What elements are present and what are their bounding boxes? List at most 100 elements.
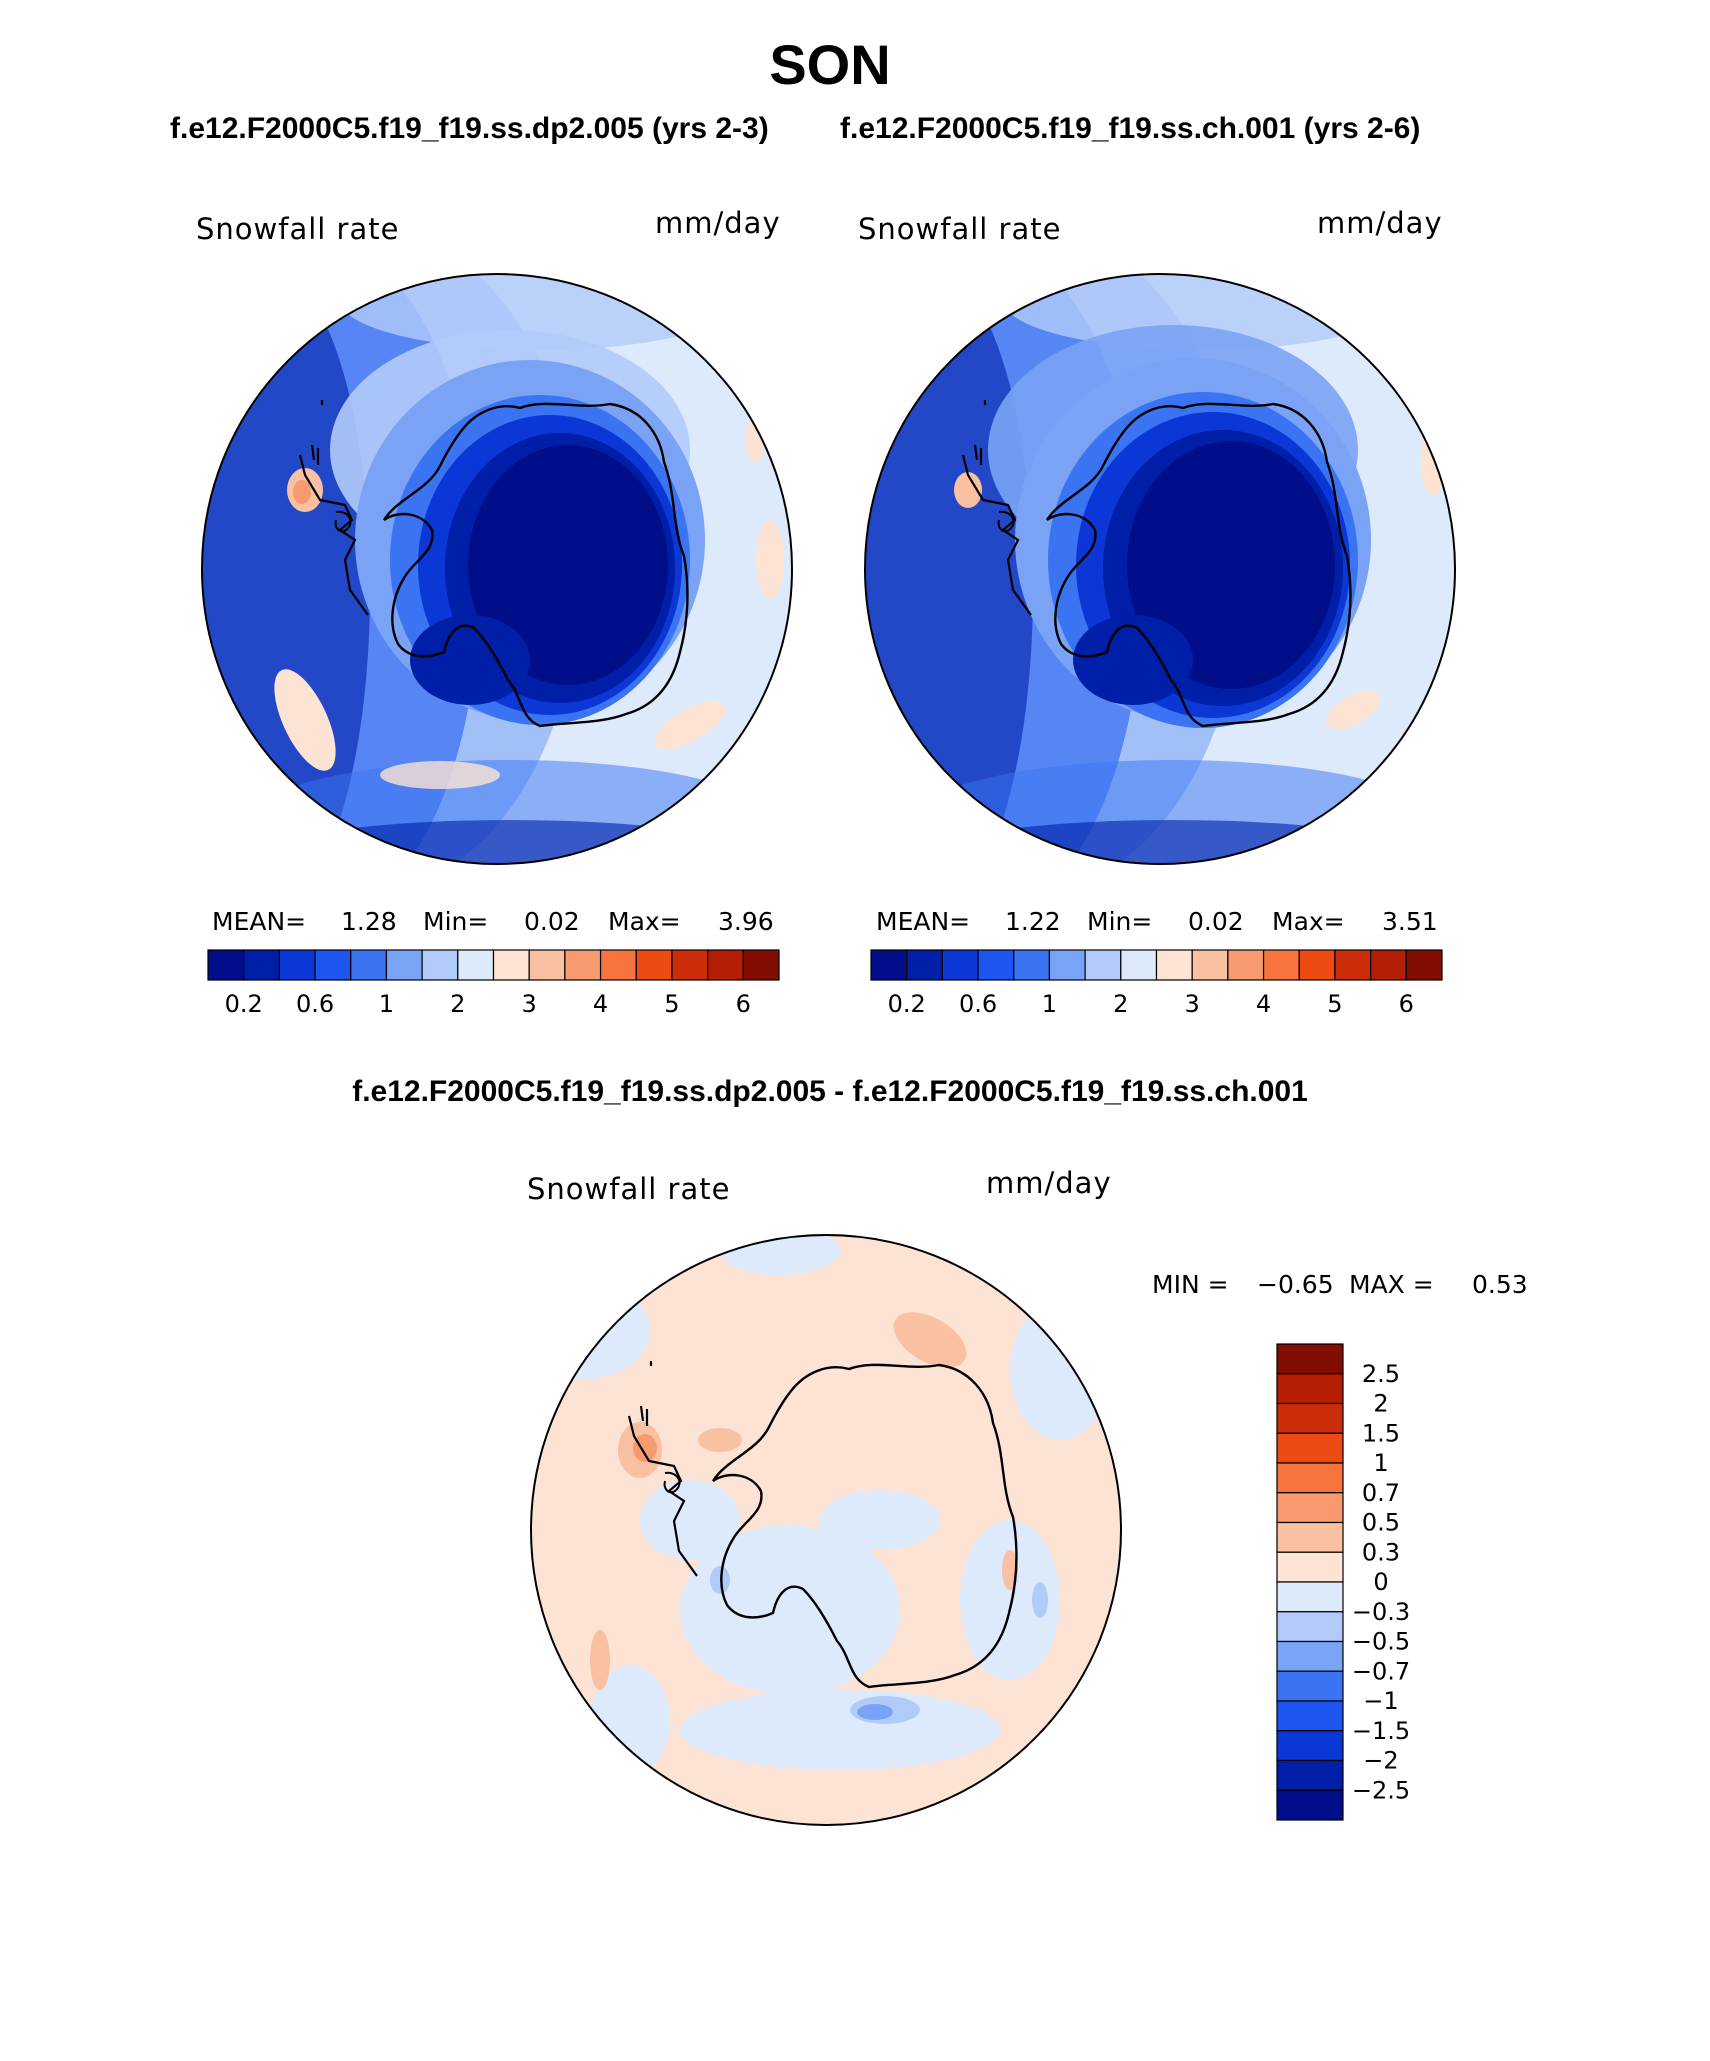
left-colorbar-tick-label: 6: [736, 990, 751, 1018]
left-max-label: Max=: [608, 907, 681, 936]
diff-colorbar-swatch: [1276, 1521, 1344, 1553]
diff-colorbar-swatch: [1276, 1730, 1344, 1762]
left-colorbar-tick-label: 0.6: [296, 990, 334, 1018]
diff-colorbar-tick-label: 2.5: [1362, 1360, 1400, 1388]
left-variable-label: Snowfall rate: [196, 212, 400, 246]
diff-colorbar-tick-label: −2.5: [1352, 1776, 1410, 1804]
diff-colorbar-tick-label: −0.5: [1352, 1628, 1410, 1656]
left-colorbar-swatch: [385, 949, 423, 981]
right-map-field: [865, 274, 1455, 864]
left-units-label: mm/day: [655, 206, 781, 240]
diff-max-label: MAX =: [1349, 1270, 1434, 1299]
diff-colorbar-swatch: [1276, 1462, 1344, 1494]
left-colorbar-tick-label: 5: [664, 990, 679, 1018]
diff-colorbar-swatch: [1276, 1581, 1344, 1613]
diff-map: [530, 1234, 1122, 1826]
diff-colorbar-swatch: [1276, 1373, 1344, 1405]
diff-colorbar-tick-label: −0.7: [1352, 1657, 1410, 1685]
diff-colorbar-swatch: [1276, 1611, 1344, 1643]
left-colorbar-swatch: [457, 949, 495, 981]
diff-colorbar-tick-label: 2: [1373, 1390, 1388, 1418]
right-colorbar-swatch: [1298, 949, 1336, 981]
diff-colorbar-swatch: [1276, 1343, 1344, 1375]
diff-colorbar-swatch: [1276, 1432, 1344, 1464]
right-colorbar-swatch: [941, 949, 979, 981]
diff-colorbar-swatch: [1276, 1670, 1344, 1702]
left-colorbar-swatch: [314, 949, 352, 981]
left-colorbar: 0.2 0.6 1 2 3 4 5 6: [207, 949, 780, 1018]
right-colorbar-tick-label: 4: [1256, 990, 1271, 1018]
left-colorbar-swatch: [707, 949, 744, 981]
right-variable-label: Snowfall rate: [858, 212, 1062, 246]
diff-colorbar-swatch: [1276, 1759, 1344, 1791]
left-colorbar-swatch: [528, 949, 566, 981]
left-colorbar-swatch: [564, 949, 602, 981]
left-colorbar-tick-label: 0.2: [225, 990, 263, 1018]
diff-colorbar-tick-label: 0.3: [1362, 1538, 1400, 1566]
diff-colorbar-tick-label: 1.5: [1362, 1419, 1400, 1447]
diff-colorbar: 2.521.510.70.50.30−0.3−0.5−0.7−1−1.5−2−2…: [1276, 1343, 1410, 1821]
right-max-label: Max=: [1272, 907, 1345, 936]
diff-colorbar-swatch: [1276, 1640, 1344, 1672]
diff-units-label: mm/day: [986, 1166, 1112, 1200]
diff-colorbar-tick-label: −0.3: [1352, 1598, 1410, 1626]
diff-antarctica-coastline: [711, 1363, 1018, 1689]
diff-min-label: MIN =: [1152, 1270, 1229, 1299]
right-colorbar-swatch: [1048, 949, 1086, 981]
right-colorbar-tick-label: 2: [1113, 990, 1128, 1018]
left-colorbar-swatch: [243, 949, 280, 981]
right-colorbar-tick-label: 6: [1399, 990, 1414, 1018]
right-panel-subtitle: f.e12.F2000C5.f19_f19.ss.ch.001 (yrs 2-6…: [840, 112, 1421, 145]
right-units-label: mm/day: [1317, 206, 1443, 240]
left-colorbar-swatch: [671, 949, 709, 981]
left-max-value: 3.96: [718, 907, 774, 936]
right-colorbar-swatch: [1262, 949, 1300, 981]
right-mean-label: MEAN=: [876, 907, 971, 936]
diff-colorbar-swatch: [1276, 1700, 1344, 1732]
left-colorbar-swatch: [635, 949, 673, 981]
diff-map-field: [531, 1235, 1121, 1825]
right-colorbar-swatch: [870, 949, 908, 981]
left-colorbar-tick-label: 1: [379, 990, 394, 1018]
diff-colorbar-tick-label: 0.5: [1362, 1509, 1400, 1537]
left-map-border: [201, 273, 793, 865]
right-min-value: 0.02: [1188, 907, 1244, 936]
left-colorbar-tick-label: 4: [593, 990, 608, 1018]
right-colorbar-swatch: [1013, 949, 1051, 981]
diff-variable-label: Snowfall rate: [527, 1172, 731, 1206]
left-map-field: [202, 274, 792, 864]
right-colorbar-swatch: [1227, 949, 1265, 981]
left-colorbar-swatch: [421, 949, 459, 981]
left-colorbar-swatch: [742, 949, 780, 981]
diff-colorbar-tick-label: −1.5: [1352, 1717, 1410, 1745]
diff-peninsula-coastline: [627, 1415, 698, 1577]
left-peninsula-coastline: [298, 454, 369, 616]
diff-colorbar-swatch: [1276, 1789, 1344, 1821]
diff-colorbar-tick-label: 0: [1373, 1568, 1388, 1596]
right-colorbar-swatch: [1191, 949, 1229, 981]
left-min-label: Min=: [423, 907, 489, 936]
right-max-value: 3.51: [1382, 907, 1438, 936]
right-colorbar-swatch: [1334, 949, 1372, 981]
right-map: [864, 273, 1456, 865]
left-colorbar-swatch: [350, 949, 388, 981]
right-colorbar-tick-label: 0.2: [888, 990, 926, 1018]
right-colorbar-tick-label: 1: [1042, 990, 1057, 1018]
left-colorbar-swatch: [207, 949, 245, 981]
right-colorbar-swatch: [1405, 949, 1443, 981]
right-colorbar-swatch: [1084, 949, 1122, 981]
right-colorbar-tick-label: 3: [1185, 990, 1200, 1018]
diff-colorbar-tick-label: −1: [1363, 1687, 1398, 1715]
left-panel-subtitle: f.e12.F2000C5.f19_f19.ss.dp2.005 (yrs 2-…: [170, 112, 769, 145]
left-colorbar-swatch: [278, 949, 316, 981]
diff-colorbar-swatch: [1276, 1492, 1344, 1524]
diff-map-border: [530, 1234, 1122, 1826]
right-colorbar: 0.2 0.6 1 2 3 4 5 6: [870, 949, 1443, 1018]
left-mean-label: MEAN=: [212, 907, 307, 936]
left-min-value: 0.02: [524, 907, 580, 936]
diff-colorbar-swatch: [1276, 1551, 1344, 1583]
right-colorbar-swatch: [1155, 949, 1193, 981]
right-min-label: Min=: [1087, 907, 1153, 936]
diff-colorbar-tick-label: 0.7: [1362, 1479, 1400, 1507]
